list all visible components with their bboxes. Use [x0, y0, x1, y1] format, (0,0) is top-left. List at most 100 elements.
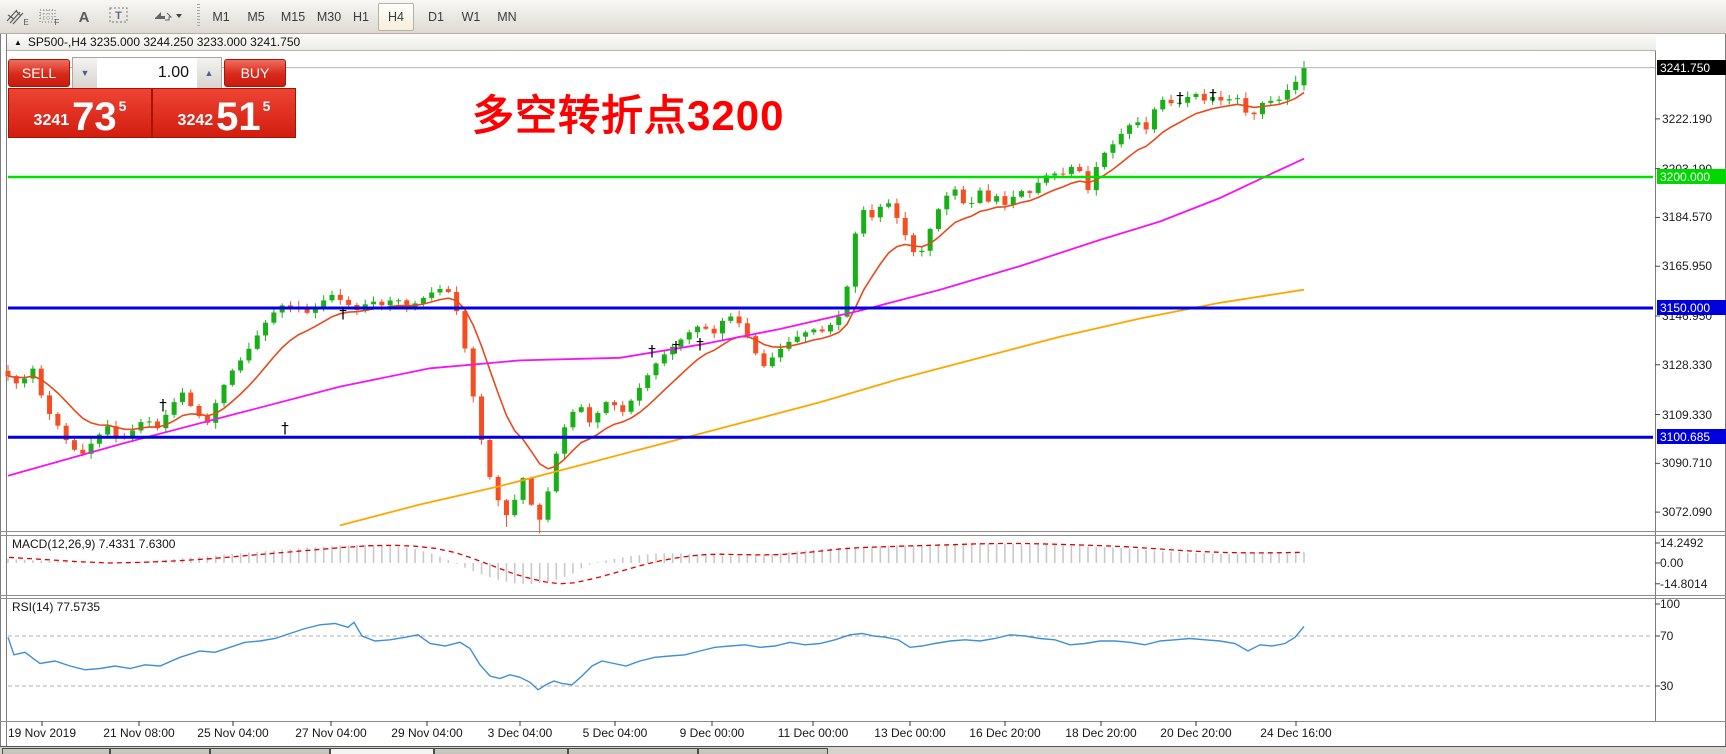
trade-cross-marker: †	[281, 419, 289, 437]
chart-window-tab-7[interactable]	[698, 748, 828, 754]
ma-fast-line	[7, 91, 1305, 470]
macd-axis--14.8014: -14.8014	[1660, 577, 1708, 591]
hline-price-badge-3150.000: 3150.000	[1657, 300, 1726, 315]
volume-increase-button[interactable]: ▲	[197, 58, 221, 88]
sell-price-sup: 5	[118, 98, 127, 114]
price-tick-3072.090: 3072.090	[1662, 505, 1713, 519]
date-tick-label: 13 Dec 00:00	[874, 726, 946, 740]
macd-signal-line	[8, 542, 1305, 585]
hline-price-badge-3200.000: 3200.000	[1657, 169, 1726, 184]
timeframe-d1-button[interactable]: D1	[428, 10, 444, 24]
chart-window-tab-5[interactable]	[434, 748, 568, 754]
date-tick-label: 21 Nov 08:00	[103, 726, 175, 740]
timeframe-m1-button[interactable]: M1	[212, 10, 230, 24]
price-tick-3109.330: 3109.330	[1662, 408, 1713, 422]
sell-quote-box[interactable]: 3241 73 5	[8, 88, 152, 138]
hline-price-badge-3100.685: 3100.685	[1657, 429, 1726, 444]
one-click-trading-panel: SELL ▼ ▲ BUY 3241 73 5 3242 51 5	[8, 55, 296, 138]
timeframe-m5-button[interactable]: M5	[247, 10, 265, 24]
trade-cross-marker: †	[648, 342, 656, 360]
trade-cross-marker: †	[1209, 86, 1217, 104]
trade-cross-marker: †	[339, 304, 347, 322]
date-tick-label: 19 Nov 2019	[7, 726, 77, 740]
price-axis[interactable]	[1656, 34, 1726, 722]
chart-window-tab-2[interactable]	[110, 748, 210, 754]
timeframe-h4-button[interactable]: H4	[378, 3, 414, 31]
text-tool-button[interactable]: A	[72, 3, 96, 31]
date-tick-label: 11 Dec 00:00	[777, 726, 849, 740]
buy-quote-box[interactable]: 3242 51 5	[152, 88, 296, 138]
line-studies-tool-button[interactable]: E	[6, 3, 30, 31]
price-tick-3222.190: 3222.190	[1662, 112, 1713, 126]
svg-text:T: T	[115, 10, 122, 22]
ma-mid-line	[7, 157, 1305, 477]
macd-indicator-label: MACD(12,26,9) 7.4331 7.6300	[12, 537, 176, 551]
timeframe-m15-button[interactable]: M15	[280, 10, 306, 24]
line-studies-icon	[5, 7, 25, 28]
date-tick-label: 25 Nov 04:00	[197, 726, 269, 740]
trade-cross-marker: †	[696, 335, 704, 353]
toolbar-separator	[197, 4, 200, 28]
rsi-pane[interactable]	[8, 598, 1653, 721]
macd-axis-14.2492: 14.2492	[1660, 536, 1704, 550]
price-tick-3128.330: 3128.330	[1662, 358, 1713, 372]
chart-title-bar[interactable]: ▲ SP500-,H4 3235.000 3244.250 3233.000 3…	[7, 34, 1656, 51]
rsi-indicator-label: RSI(14) 77.5735	[12, 600, 101, 614]
chart-window-tab-6[interactable]	[568, 748, 698, 754]
date-tick-label: 5 Dec 04:00	[582, 726, 648, 740]
timeframe-w1-button[interactable]: W1	[461, 10, 481, 24]
date-tick-label: 9 Dec 00:00	[679, 726, 745, 740]
text-label-tool-button[interactable]: T	[104, 3, 134, 31]
chart-window-tab-3[interactable]	[210, 748, 330, 754]
timeframe-m30-button[interactable]: M30	[316, 10, 342, 24]
date-tick-label: 20 Dec 20:00	[1160, 726, 1232, 740]
buy-price-main: 51	[216, 95, 261, 139]
rsi-line	[7, 621, 1305, 691]
price-tick-3184.570: 3184.570	[1662, 210, 1713, 224]
price-tick-3165.950: 3165.950	[1662, 259, 1713, 273]
text-label-icon: T	[109, 7, 129, 27]
buy-button[interactable]: BUY	[224, 59, 286, 87]
chart-text-annotation[interactable]: 多空转折点3200	[472, 92, 785, 139]
fibonacci-grid-icon	[39, 8, 57, 27]
sell-price-main: 73	[72, 95, 117, 139]
date-tick-label: 18 Dec 20:00	[1065, 726, 1137, 740]
buy-price-prefix: 3242	[177, 112, 214, 129]
trade-cross-marker: †	[1176, 89, 1184, 107]
volume-input[interactable]	[97, 58, 197, 88]
chart-window-tab-1[interactable]	[2, 748, 110, 754]
fibonacci-grid-tool-button[interactable]: F	[36, 3, 64, 31]
arrows-dropdown-icon	[152, 8, 182, 27]
arrows-tool-button[interactable]	[144, 3, 190, 31]
time-axis[interactable]	[8, 722, 1653, 745]
trade-cross-marker: †	[672, 338, 680, 356]
macd-axis-0.00: 0.00	[1660, 556, 1684, 570]
chart-title: SP500-,H4 3235.000 3244.250 3233.000 324…	[27, 35, 301, 49]
date-tick-label: 16 Dec 20:00	[969, 726, 1041, 740]
date-tick-label: 3 Dec 04:00	[487, 726, 553, 740]
rsi-axis-70: 70	[1660, 629, 1674, 643]
collapse-arrow-icon[interactable]: ▲	[14, 37, 22, 47]
price-tick-3090.710: 3090.710	[1662, 456, 1713, 470]
buy-price-sup: 5	[262, 98, 271, 114]
timeframe-mn-button[interactable]: MN	[497, 10, 517, 24]
date-tick-label: 27 Nov 04:00	[295, 726, 367, 740]
sell-button[interactable]: SELL	[8, 59, 70, 87]
chart-tab-bar	[0, 746, 1726, 754]
volume-stepper: ▼ ▲	[72, 57, 222, 89]
date-tick-label: 24 Dec 16:00	[1260, 726, 1332, 740]
trade-cross-marker: †	[159, 396, 167, 414]
date-tick-label: 29 Nov 04:00	[391, 726, 463, 740]
rsi-axis-100: 100	[1660, 597, 1681, 611]
timeframe-h1-button[interactable]: H1	[353, 10, 369, 24]
chart-window-tab-4[interactable]	[330, 748, 434, 754]
sell-price-prefix: 3241	[33, 112, 70, 129]
volume-decrease-button[interactable]: ▼	[73, 58, 97, 88]
rsi-axis-30: 30	[1660, 679, 1674, 693]
text-icon: A	[78, 8, 90, 26]
ma-slow-line	[339, 288, 1305, 527]
current-price-badge: 3241.750	[1657, 60, 1726, 75]
macd-pane[interactable]	[8, 536, 1653, 595]
